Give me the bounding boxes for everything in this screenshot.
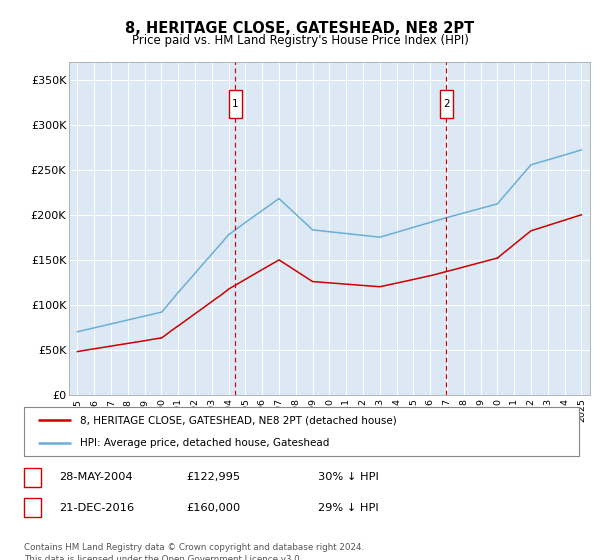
Text: Contains HM Land Registry data © Crown copyright and database right 2024.
This d: Contains HM Land Registry data © Crown c… — [24, 543, 364, 560]
Text: 28-MAY-2004: 28-MAY-2004 — [59, 472, 133, 482]
Text: £160,000: £160,000 — [186, 503, 240, 513]
Text: 8, HERITAGE CLOSE, GATESHEAD, NE8 2PT (detached house): 8, HERITAGE CLOSE, GATESHEAD, NE8 2PT (d… — [79, 416, 396, 426]
Text: 2: 2 — [29, 503, 36, 513]
Text: 30% ↓ HPI: 30% ↓ HPI — [318, 472, 379, 482]
Text: 1: 1 — [232, 99, 239, 109]
Text: 29% ↓ HPI: 29% ↓ HPI — [318, 503, 379, 513]
Text: HPI: Average price, detached house, Gateshead: HPI: Average price, detached house, Gate… — [79, 438, 329, 448]
Text: Price paid vs. HM Land Registry's House Price Index (HPI): Price paid vs. HM Land Registry's House … — [131, 34, 469, 46]
Text: 21-DEC-2016: 21-DEC-2016 — [59, 503, 134, 513]
Text: 1: 1 — [29, 472, 36, 482]
Bar — [229, 90, 242, 118]
Bar — [440, 90, 453, 118]
Text: £122,995: £122,995 — [186, 472, 240, 482]
Text: 8, HERITAGE CLOSE, GATESHEAD, NE8 2PT: 8, HERITAGE CLOSE, GATESHEAD, NE8 2PT — [125, 21, 475, 36]
Text: 2: 2 — [443, 99, 450, 109]
